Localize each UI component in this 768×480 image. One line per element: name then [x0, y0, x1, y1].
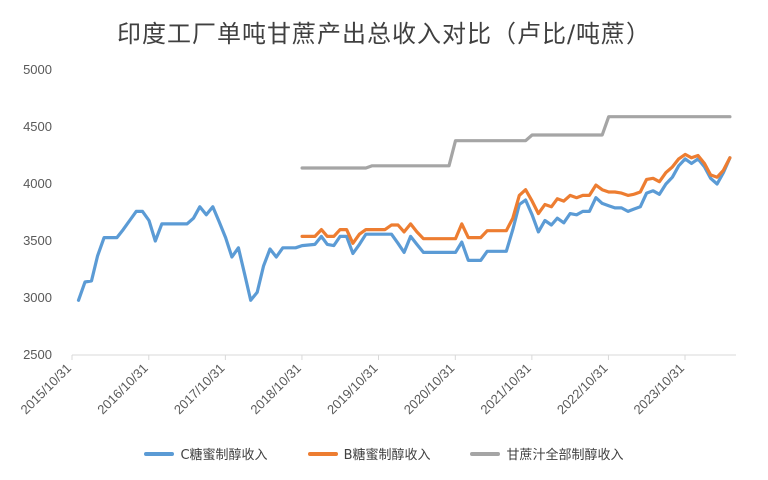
x-tick-label: 2015/10/31 — [17, 361, 74, 418]
legend-item-cane-juice: 甘蔗汁全部制醇收入 — [470, 444, 624, 463]
x-tick-label: 2023/10/31 — [631, 361, 688, 418]
x-tick-label: 2017/10/31 — [171, 361, 228, 418]
series-line-1 — [300, 152, 732, 245]
legend-item-c-molasses: C糖蜜制醇收入 — [144, 444, 268, 463]
y-tick-label: 4500 — [23, 119, 52, 134]
series-line-0 — [76, 156, 732, 302]
legend-label-c-molasses: C糖蜜制醇收入 — [180, 448, 268, 463]
x-tick-label: 2016/10/31 — [94, 361, 151, 418]
x-tick-label: 2020/10/31 — [401, 361, 458, 418]
legend-label-cane-juice: 甘蔗汁全部制醇收入 — [506, 448, 624, 463]
y-tick-label: 4000 — [23, 176, 52, 191]
legend-swatch-cane-juice — [470, 451, 501, 456]
chart-legend: C糖蜜制醇收入 B糖蜜制醇收入 甘蔗汁全部制醇收入 — [0, 444, 768, 463]
x-tick-label: 2022/10/31 — [554, 361, 611, 418]
x-tick-label: 2019/10/31 — [324, 361, 381, 418]
legend-item-b-molasses: B糖蜜制醇收入 — [307, 444, 431, 463]
series-line-2 — [300, 115, 732, 170]
legend-swatch-b-molasses — [307, 451, 338, 456]
x-tick-label: 2018/10/31 — [247, 361, 304, 418]
legend-swatch-c-molasses — [144, 451, 175, 456]
chart-title: 印度工厂单吨甘蔗产出总收入对比（卢比/吨蔗） — [116, 20, 652, 48]
y-tick-label: 5000 — [23, 62, 52, 77]
x-tick-label: 2021/10/31 — [477, 361, 534, 418]
y-tick-label: 3500 — [23, 233, 52, 248]
y-tick-label: 3000 — [23, 290, 52, 305]
legend-label-b-molasses: B糖蜜制醇收入 — [343, 448, 431, 463]
y-tick-label: 2500 — [23, 347, 52, 362]
